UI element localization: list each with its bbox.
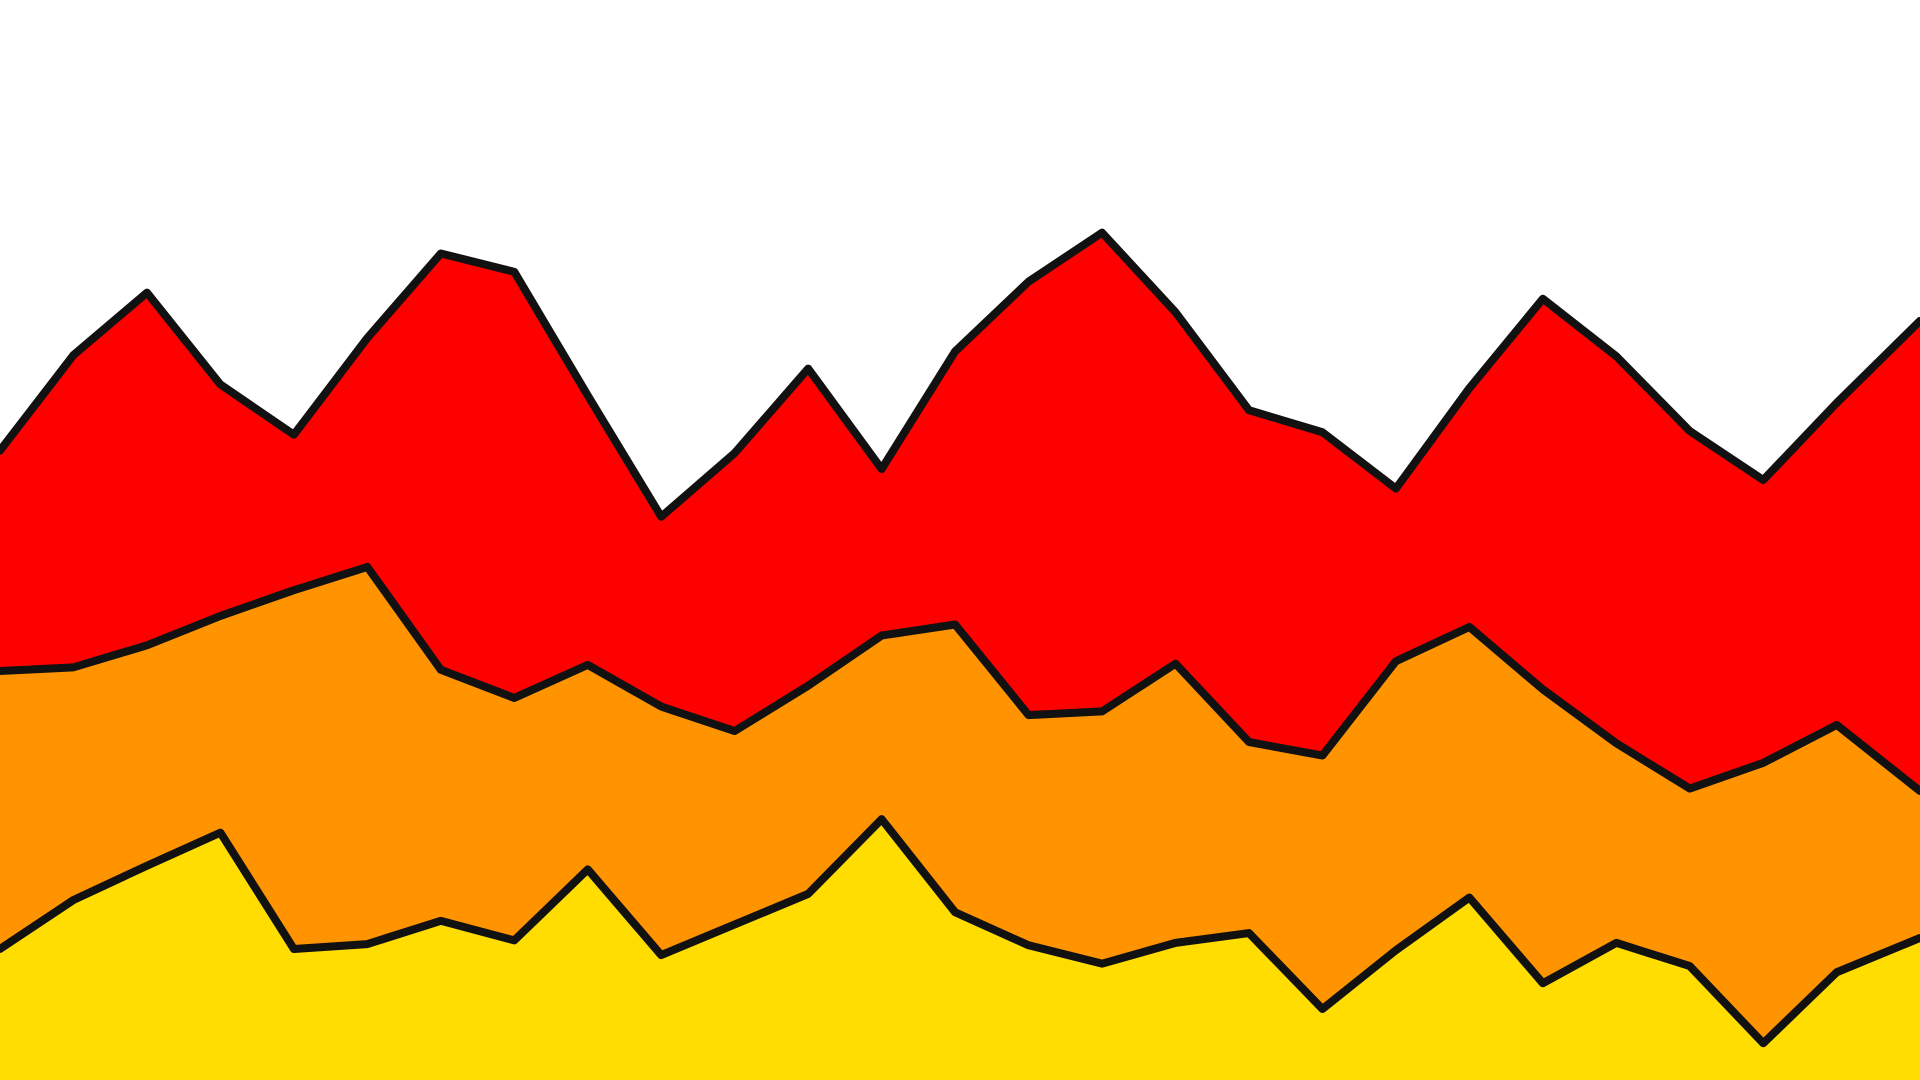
area bbox=[0, 819, 1920, 1080]
area bbox=[0, 232, 1920, 792]
area-edge bbox=[0, 815, 1920, 1048]
area-edge bbox=[0, 562, 1920, 796]
area-edge bbox=[0, 228, 1920, 521]
